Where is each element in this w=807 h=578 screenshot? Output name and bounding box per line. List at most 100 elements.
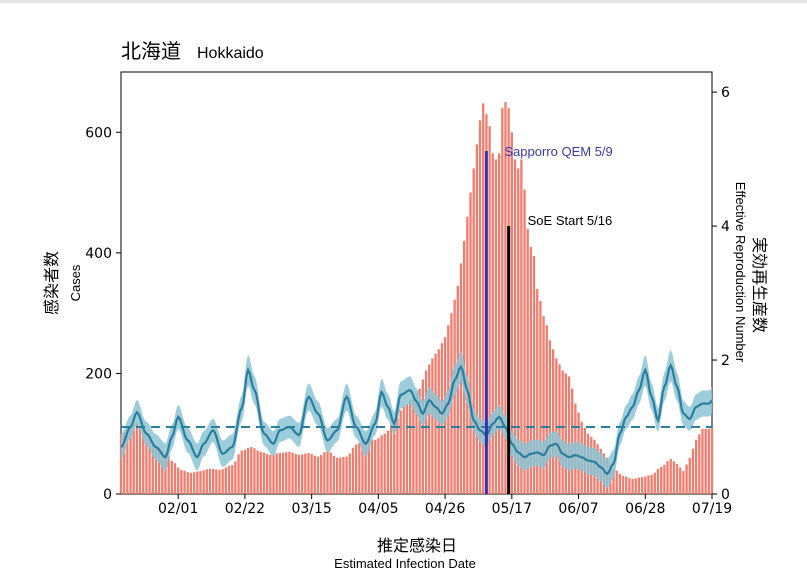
case-bar — [640, 477, 644, 494]
case-bar — [221, 469, 224, 494]
sapporo-qem-label: Sapporro QEM 5/9 — [504, 144, 612, 159]
x-tick-label: 04/26 — [425, 501, 465, 517]
case-bar — [329, 452, 332, 494]
case-bar — [380, 435, 383, 494]
case-bar — [138, 425, 142, 494]
case-bar — [672, 461, 676, 494]
case-bar — [513, 159, 517, 494]
case-bar — [332, 455, 336, 494]
case-bar — [526, 228, 529, 495]
case-bar — [478, 120, 482, 494]
case-bar — [361, 440, 364, 494]
case-bar — [151, 442, 154, 494]
x-tick-label: 06/28 — [625, 501, 665, 517]
case-bar — [510, 132, 513, 495]
case-bar — [536, 289, 539, 494]
case-bar — [377, 438, 380, 494]
case-bar — [142, 430, 145, 494]
case-bar — [266, 454, 269, 494]
case-bar — [491, 153, 494, 494]
y-tick-label: 0 — [103, 487, 112, 503]
case-bar — [297, 454, 301, 494]
y-tick-label: 600 — [85, 125, 112, 141]
case-bar — [316, 456, 320, 494]
case-bar — [183, 470, 186, 494]
case-bar — [383, 433, 386, 494]
case-bar — [428, 364, 431, 494]
case-bar — [126, 427, 129, 494]
case-bar — [208, 468, 212, 494]
case-bar — [660, 466, 663, 494]
case-bar — [132, 424, 135, 494]
case-bar — [180, 469, 183, 494]
y2-axis-label-en: Effective Reproduction Number — [733, 182, 748, 363]
case-bar — [532, 255, 536, 494]
right-axis-ticks: 0 2 4 6 — [712, 85, 730, 503]
case-bar — [148, 436, 151, 494]
case-bar — [119, 433, 123, 494]
case-bar — [405, 404, 409, 494]
case-bar — [342, 456, 345, 494]
case-bar — [374, 439, 377, 494]
case-bar — [539, 301, 542, 494]
case-bar — [453, 299, 456, 494]
case-bar — [466, 216, 469, 494]
case-bar — [231, 465, 234, 494]
case-bar — [418, 388, 421, 494]
x-tick-label: 02/22 — [225, 501, 265, 517]
case-bar — [272, 454, 275, 494]
case-bar — [212, 468, 215, 494]
case-bar — [434, 353, 437, 494]
case-bar — [370, 439, 374, 494]
x-tick-label: 03/15 — [291, 501, 331, 517]
case-bar — [542, 316, 545, 494]
case-bar — [561, 370, 564, 494]
case-bar — [529, 246, 533, 494]
case-bar — [326, 450, 329, 494]
case-bar — [170, 460, 173, 494]
case-bar — [618, 474, 621, 494]
x-tick-label: 02/01 — [158, 501, 198, 517]
case-bar — [517, 168, 520, 494]
case-bar — [571, 388, 574, 494]
case-bar — [288, 451, 291, 494]
case-bar — [704, 428, 707, 494]
case-bar — [237, 454, 240, 494]
left-axis-ticks: 0 200 400 600 — [85, 125, 121, 503]
case-bar — [164, 451, 167, 494]
case-bar — [456, 286, 459, 494]
top-border — [0, 0, 807, 3]
case-bar — [253, 448, 256, 494]
case-bar — [259, 451, 262, 494]
case-bar — [523, 189, 526, 494]
case-bar — [488, 126, 491, 494]
case-bar — [412, 397, 415, 494]
case-bar — [621, 475, 625, 494]
case-bar — [520, 159, 523, 494]
case-bar — [323, 452, 326, 494]
case-bar — [173, 463, 177, 494]
x-tick-label: 06/07 — [558, 501, 598, 517]
case-bar — [694, 439, 698, 494]
case-bar — [663, 464, 666, 494]
case-bar — [701, 428, 704, 494]
case-bar — [234, 461, 237, 494]
case-bar — [129, 425, 132, 494]
case-bar — [307, 453, 310, 494]
case-bar — [644, 476, 647, 494]
case-bar — [154, 445, 158, 494]
case-bar — [482, 103, 485, 494]
case-bar — [250, 446, 253, 494]
case-bar — [246, 447, 250, 494]
case-bar — [351, 447, 355, 494]
case-bar — [501, 108, 504, 495]
y2-tick-label: 0 — [721, 487, 730, 503]
case-bar — [679, 467, 682, 494]
case-bar — [275, 453, 278, 494]
soe-start-label: SoE Start 5/16 — [528, 213, 613, 228]
x-tick-label: 07/19 — [692, 501, 732, 517]
case-bar — [192, 472, 196, 494]
y-tick-label: 200 — [85, 366, 112, 382]
case-bar — [389, 424, 393, 494]
